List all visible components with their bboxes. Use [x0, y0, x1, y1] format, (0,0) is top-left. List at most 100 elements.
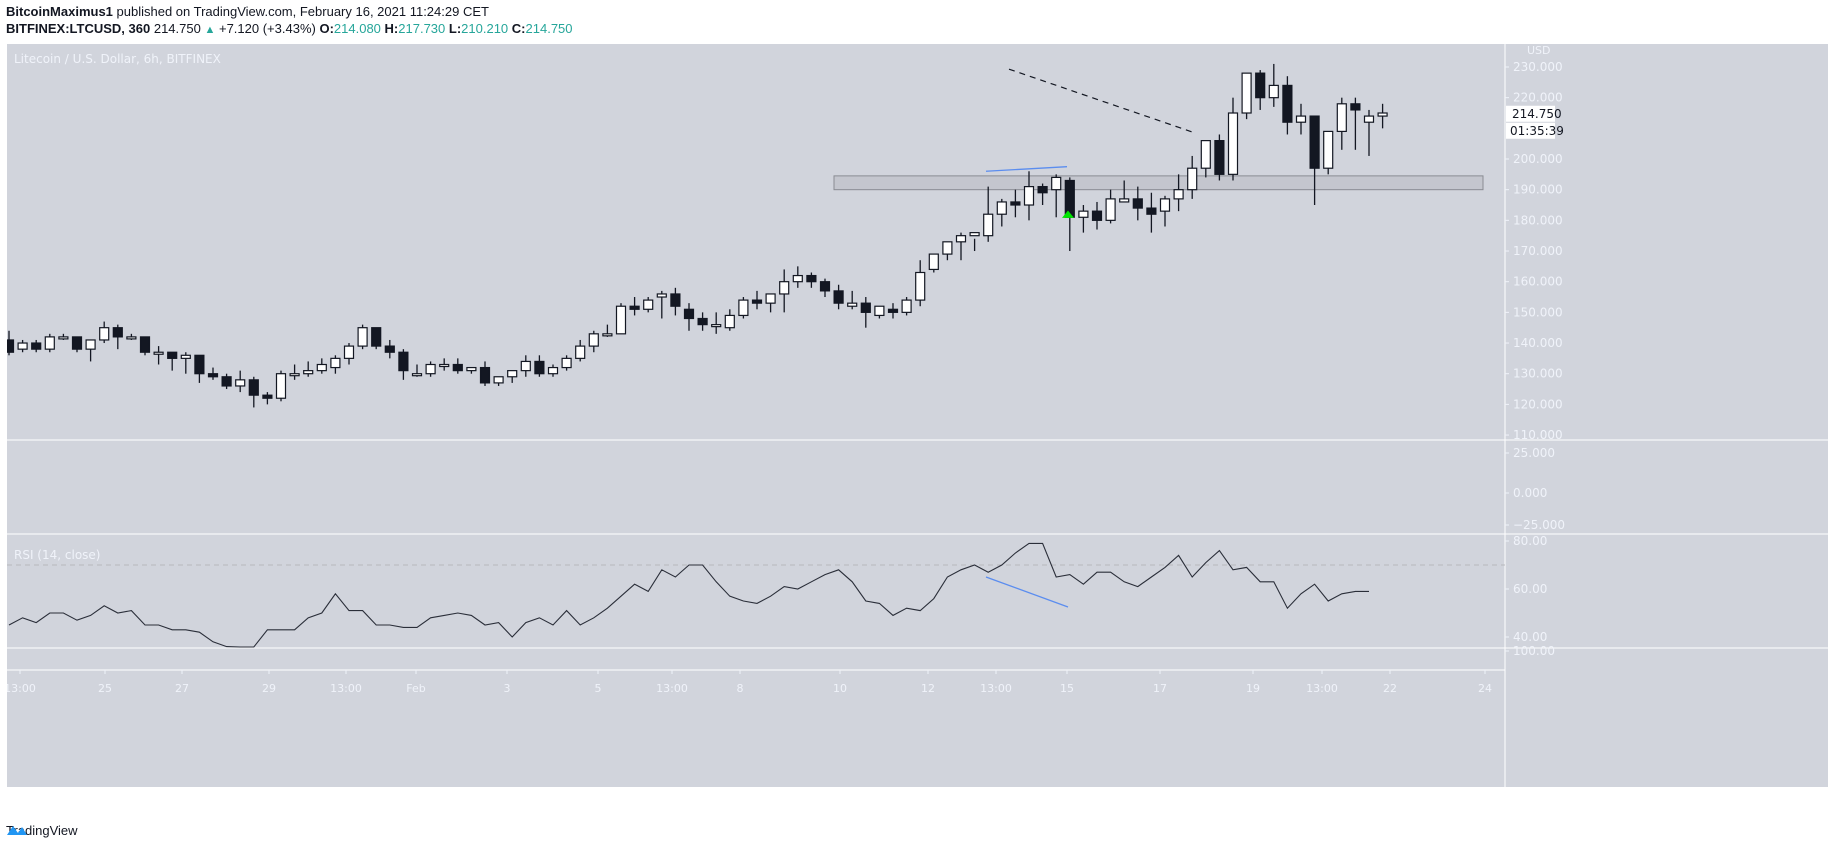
down-candle — [7, 339, 15, 353]
down-candle — [262, 394, 273, 399]
up-triangle-icon: ▲ — [204, 24, 216, 36]
author-name[interactable]: BitcoinMaximus1 — [6, 4, 113, 19]
down-candle — [71, 336, 83, 350]
price-divergence-line — [985, 166, 1068, 172]
time-tick-label: 3 — [504, 682, 511, 695]
up-candle — [275, 373, 287, 399]
down-candle — [670, 293, 681, 307]
down-candle — [819, 281, 831, 292]
up-candle — [1227, 112, 1239, 175]
up-candle — [1200, 140, 1211, 169]
chart-container[interactable]: USD 230.000 220.000 200.000 190.000 180.000 17… — [7, 44, 1828, 787]
price-tick-label: 140.000 — [1513, 336, 1563, 350]
indicator-tick-label: 0.000 — [1513, 486, 1547, 500]
up-candle — [874, 305, 885, 317]
price-tick-label: 200.000 — [1513, 152, 1563, 166]
up-candle — [235, 379, 246, 387]
up-candle — [17, 342, 28, 350]
high-value: 217.730 — [398, 21, 446, 36]
up-candle — [85, 339, 96, 350]
up-candle — [1377, 112, 1388, 117]
up-candle — [330, 357, 341, 369]
up-candle — [1119, 198, 1130, 203]
green-up-arrow-icon — [1062, 210, 1074, 218]
down-candle — [139, 336, 151, 353]
price-change: +7.120 (+3.43%) — [218, 21, 316, 36]
up-candle — [439, 363, 450, 368]
up-candle — [792, 274, 803, 283]
price-tick-label: 150.000 — [1513, 305, 1563, 319]
rsi-line — [8, 542, 1369, 648]
down-candle — [833, 290, 844, 304]
down-candle — [806, 274, 817, 283]
symbol-info-line: BITFINEX:LTCUSD, 360 214.750 ▲ +7.120 (+… — [6, 21, 573, 36]
up-candle — [847, 302, 858, 307]
open-label: O: — [319, 21, 334, 36]
down-candle — [31, 342, 42, 350]
time-tick-label: 12 — [921, 682, 935, 695]
time-tick-label: 27 — [175, 682, 189, 695]
time-tick-label: 13:00 — [7, 682, 36, 695]
down-candle — [452, 363, 463, 372]
up-candle — [1187, 167, 1198, 191]
time-tick-label: 17 — [1153, 682, 1167, 695]
time-tick-label: 8 — [737, 682, 744, 695]
down-candle — [683, 308, 695, 320]
up-candle — [1323, 130, 1334, 169]
down-candle — [221, 376, 232, 387]
down-candle — [1309, 115, 1320, 169]
down-candle — [112, 327, 123, 338]
up-candle — [656, 293, 667, 298]
up-candle — [942, 241, 953, 255]
up-candle — [1363, 115, 1375, 123]
down-candle — [1064, 179, 1075, 218]
down-candle — [207, 373, 219, 378]
down-candle — [887, 308, 899, 313]
low-label: L: — [448, 21, 462, 36]
down-candle — [1010, 201, 1021, 206]
up-candle — [602, 333, 613, 337]
up-candle — [180, 354, 191, 359]
down-candle — [1091, 210, 1103, 221]
up-candle — [58, 336, 69, 340]
publish-info: BitcoinMaximus1 published on TradingView… — [6, 4, 489, 19]
up-candle — [153, 351, 164, 355]
up-candle — [765, 293, 776, 304]
down-candle — [1255, 72, 1266, 99]
down-candle — [860, 302, 871, 313]
up-candle — [1078, 210, 1089, 218]
up-candle — [425, 363, 436, 375]
down-candle — [1146, 207, 1157, 215]
up-candle — [901, 299, 912, 313]
down-candle — [371, 327, 382, 347]
rsi-tick-label: 60.00 — [1513, 582, 1547, 596]
rsi-tick-label: 100.00 — [1513, 644, 1555, 658]
last-price-label: 214.750 — [1512, 107, 1562, 121]
time-tick-label: 5 — [595, 682, 602, 695]
time-tick-label: Feb — [406, 682, 425, 695]
last-price: 214.750 — [153, 21, 201, 36]
rsi-pane-legend: RSI (14, close) — [14, 548, 101, 562]
time-tick-label: 13:00 — [1306, 682, 1338, 695]
down-candle — [1214, 140, 1225, 175]
up-candle — [955, 235, 967, 243]
footer-brand[interactable]: TradingView — [6, 823, 78, 838]
up-candle — [547, 366, 559, 375]
main-pane-legend: Litecoin / U.S. Dollar, 6h, BITFINEX — [14, 52, 221, 66]
low-value: 210.210 — [461, 21, 509, 36]
up-candle — [561, 357, 572, 369]
up-candle — [996, 201, 1007, 215]
up-candle — [343, 345, 355, 359]
time-tick-label: 29 — [262, 682, 276, 695]
down-candle — [1282, 84, 1293, 123]
price-tick-label: 230.000 — [1513, 60, 1563, 74]
price-tick-label: 160.000 — [1513, 275, 1563, 289]
price-tick-label: 180.000 — [1513, 213, 1563, 227]
up-candle — [1268, 84, 1279, 99]
up-candle — [316, 363, 327, 372]
up-candle — [738, 299, 749, 317]
indicator-tick-label: −25.000 — [1513, 518, 1565, 532]
price-tick-label: 110.000 — [1513, 428, 1563, 442]
chart-canvas[interactable]: USD230.000220.000200.000190.000180.00017… — [7, 44, 1828, 787]
rsi-divergence-line — [985, 576, 1069, 608]
